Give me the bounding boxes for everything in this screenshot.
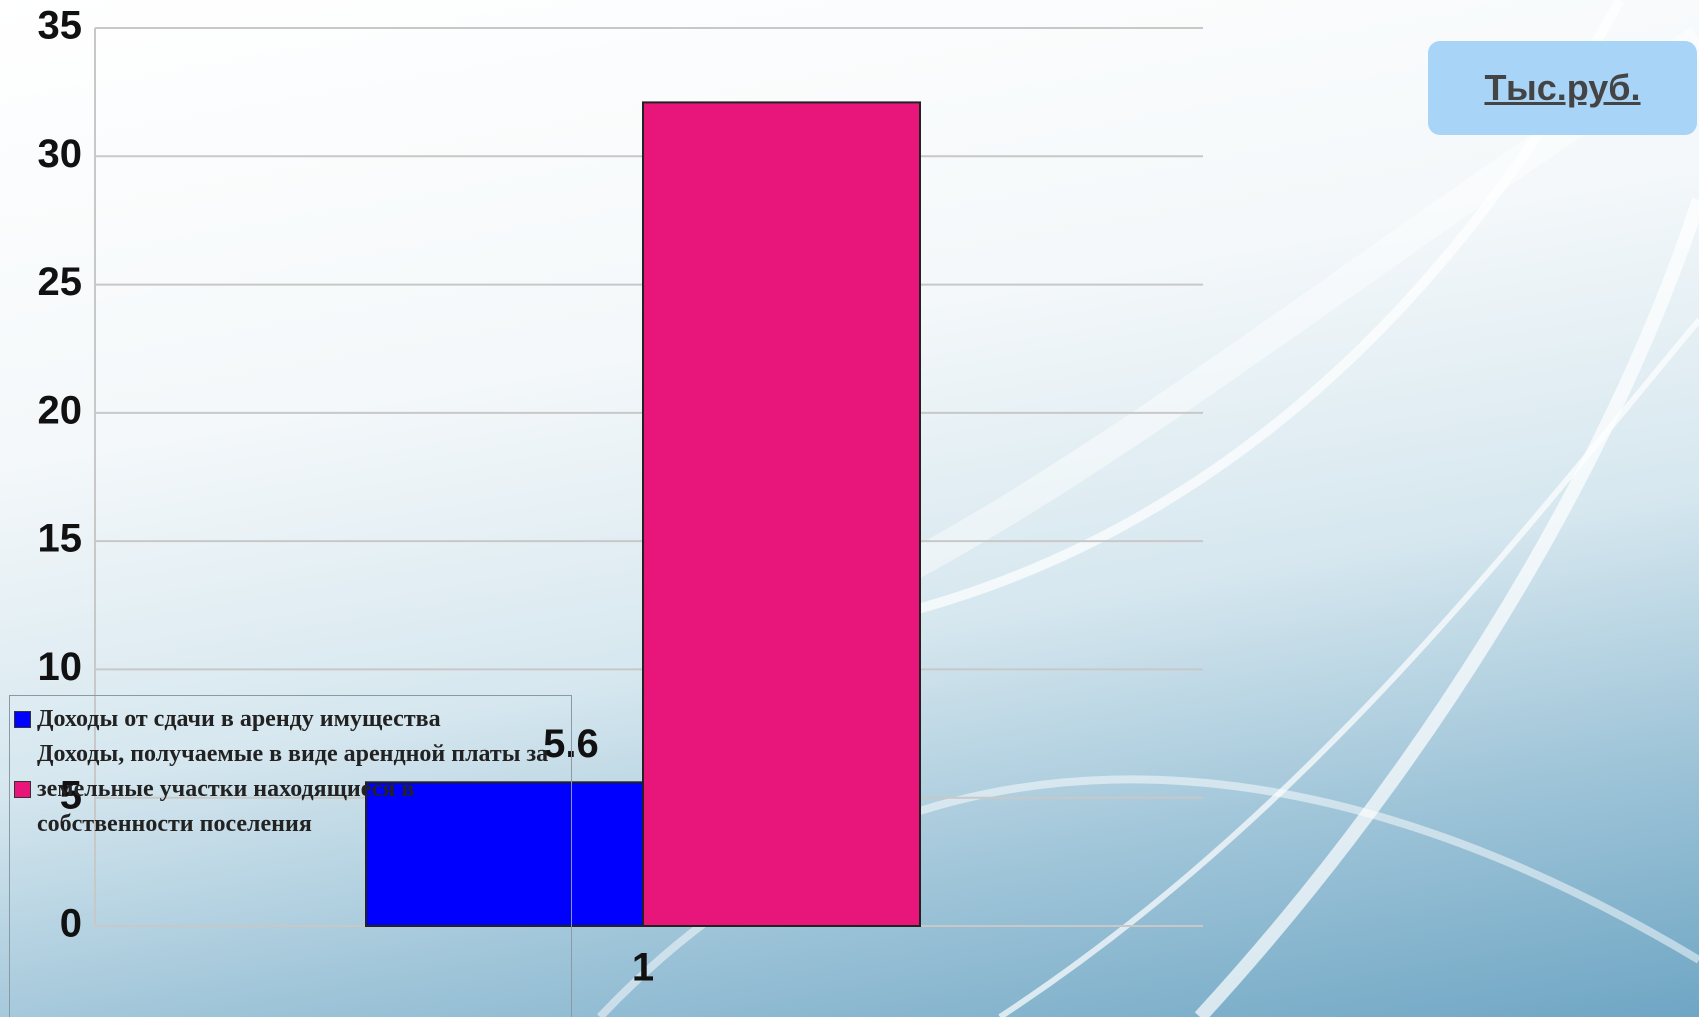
y-tick-label: 20 xyxy=(38,388,83,432)
unit-button[interactable]: Тыс.руб. xyxy=(1428,41,1697,135)
y-tick-label: 35 xyxy=(38,4,83,48)
legend-swatch xyxy=(14,781,31,798)
legend: Доходы от сдачи в аренду имущества Доходы… xyxy=(9,695,572,1017)
y-tick-label: 30 xyxy=(38,132,83,176)
y-tick-label: 0 xyxy=(60,902,82,946)
legend-swatch xyxy=(14,711,31,728)
y-tick-label: 15 xyxy=(38,517,83,561)
legend-item: Доходы от сдачи в аренду имущества xyxy=(14,702,571,737)
x-tick-label: 1 xyxy=(632,946,654,990)
y-tick-label: 25 xyxy=(38,260,83,304)
legend-label: Доходы, получаемые в виде арендной платы… xyxy=(37,741,549,837)
y-tick-label: 10 xyxy=(38,645,83,689)
legend-label: Доходы от сдачи в аренду имущества xyxy=(37,706,441,732)
bar xyxy=(642,101,921,928)
bar xyxy=(365,781,644,927)
value-label: 5.6 xyxy=(543,722,599,766)
y-tick-label: 5 xyxy=(60,773,82,817)
legend-item: Доходы, получаемые в виде арендной платы… xyxy=(14,737,571,842)
